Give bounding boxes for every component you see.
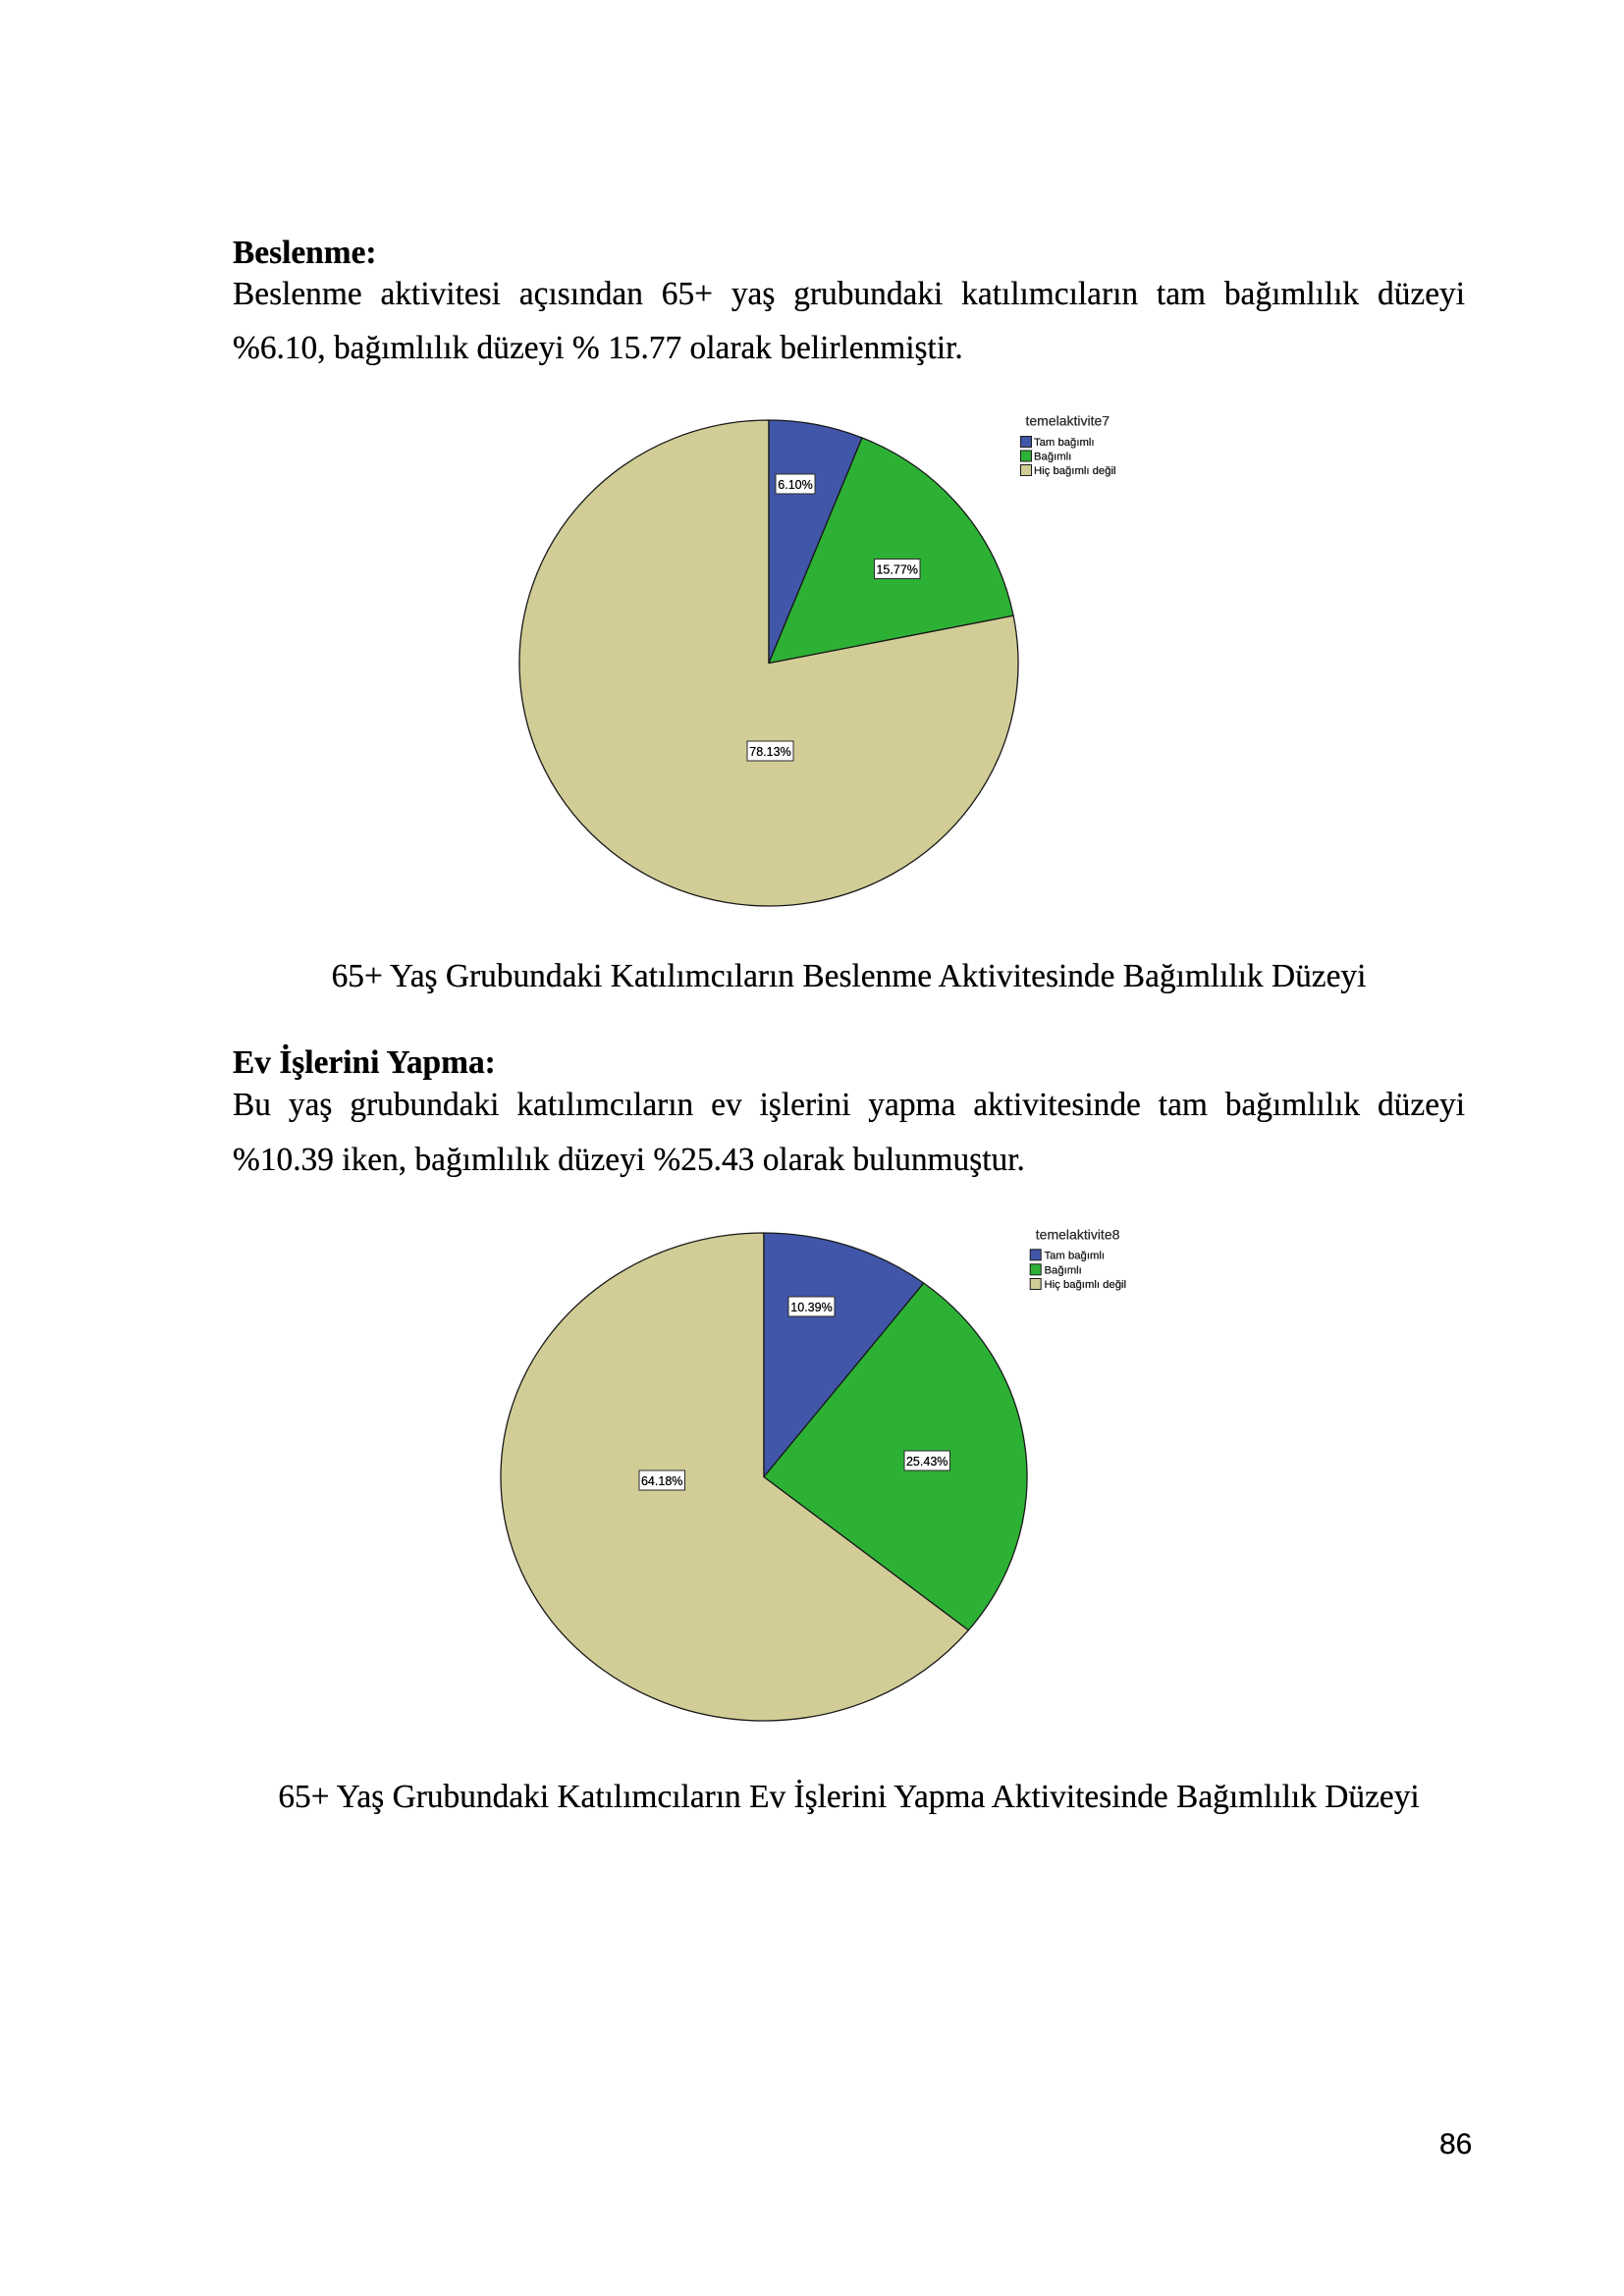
svg-text:Tam bağımlı: Tam bağımlı	[1045, 1250, 1106, 1261]
svg-text:Hiç bağımlı değil: Hiç bağımlı değil	[1045, 1279, 1127, 1291]
svg-text:25.43%: 25.43%	[906, 1455, 947, 1468]
svg-text:Bağımlı: Bağımlı	[1045, 1264, 1082, 1276]
svg-text:Hiç bağımlı değil: Hiç bağımlı değil	[1034, 465, 1116, 477]
svg-text:78.13%: 78.13%	[749, 745, 790, 759]
svg-text:6.10%: 6.10%	[778, 478, 812, 492]
svg-text:temelaktivite7: temelaktivite7	[1026, 413, 1110, 429]
svg-text:Tam bağımlı: Tam bağımlı	[1034, 437, 1095, 449]
svg-text:15.77%: 15.77%	[876, 563, 917, 577]
svg-text:temelaktivite8: temelaktivite8	[1036, 1227, 1120, 1243]
svg-text:Bağımlı: Bağımlı	[1034, 452, 1071, 463]
svg-text:64.18%: 64.18%	[641, 1474, 682, 1488]
svg-text:10.39%: 10.39%	[790, 1301, 832, 1314]
